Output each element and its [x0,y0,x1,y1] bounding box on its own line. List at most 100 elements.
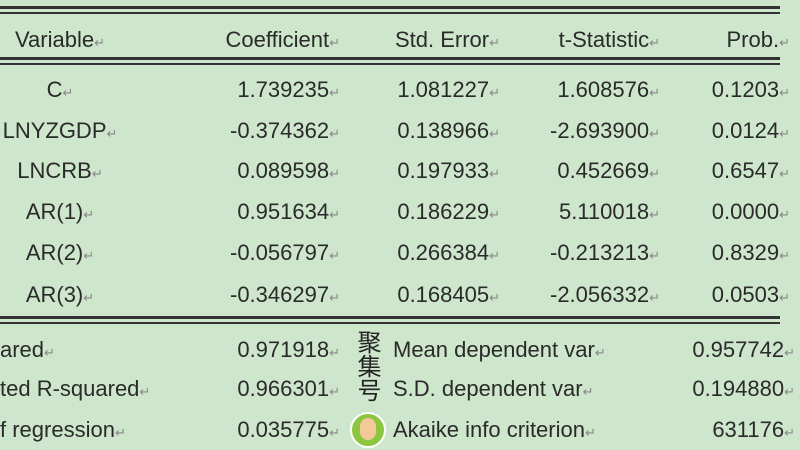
paragraph-mark: ↵ [94,35,105,50]
paragraph-mark: ↵ [489,290,500,305]
cell-variable-text: AR(2) [25,240,84,265]
cell-coefficient-text: 1.739235 [237,77,330,102]
paragraph-mark: ↵ [649,85,660,100]
header-t-statistic-text: t-Statistic [558,27,650,52]
cell-t-statistic: -2.693900↵ [500,117,660,148]
header-variable: Variable↵ [0,26,140,57]
cell-std-error-text: 0.197933 [397,158,490,183]
paragraph-mark: ↵ [329,35,340,50]
header-rule [0,57,780,65]
paragraph-mark: ↵ [784,345,795,360]
paragraph-mark: ↵ [329,166,340,181]
stat-label-2-text: S.D. dependent var [393,376,583,401]
paragraph-mark: ↵ [649,290,660,305]
cell-coefficient: 1.739235↵ [180,76,340,107]
watermark-logo [350,412,386,448]
cell-prob-text: 0.0000 [711,199,780,224]
stat-label: ared↵ [0,336,55,367]
cell-std-error: 1.081227↵ [340,76,500,107]
paragraph-mark: ↵ [779,85,790,100]
header-prob: Prob.↵ [640,26,791,57]
cell-t-statistic-text: 1.608576 [557,77,650,102]
paragraph-mark: ↵ [489,207,500,222]
header-coefficient-text: Coefficient [225,27,330,52]
cell-std-error: 0.138966↵ [340,117,500,148]
stat-value-text: 0.966301 [237,376,330,401]
header-t-statistic: t-Statistic↵ [500,26,660,57]
stat-label-2-text: Akaike info criterion [393,417,585,442]
cell-prob: 0.0503↵ [640,281,790,312]
paragraph-mark: ↵ [784,384,795,399]
cell-t-statistic-text: 0.452669 [557,158,650,183]
stat-value-text: 0.971918 [237,337,330,362]
paragraph-mark: ↵ [329,345,340,360]
cell-variable: AR(2)↵ [0,239,140,270]
paragraph-mark: ↵ [649,207,660,222]
stat-label-2: Mean dependent var↵ [393,336,606,367]
cell-prob: 0.0000↵ [640,198,790,229]
paragraph-mark: ↵ [784,425,795,440]
cell-coefficient-text: -0.056797 [230,240,330,265]
paragraph-mark: ↵ [489,35,500,50]
paragraph-mark: ↵ [91,166,103,181]
cell-prob: 0.8329↵ [640,239,790,270]
stat-label-2-text: Mean dependent var [393,337,595,362]
cell-t-statistic: -2.056332↵ [500,281,660,312]
stat-value-2: 0.957742↵ [640,336,795,367]
paragraph-mark: ↵ [114,425,126,440]
cell-std-error-text: 0.186229 [397,199,490,224]
paragraph-mark: ↵ [779,126,790,141]
cell-std-error-text: 0.138966 [397,118,490,143]
stat-value-2: 0.194880↵ [640,375,795,406]
cell-t-statistic-text: -2.056332 [550,282,650,307]
stat-value-2: 631176↵ [640,416,795,447]
stat-value-text: 0.035775 [237,417,330,442]
paragraph-mark: ↵ [489,85,500,100]
cell-prob: 0.6547↵ [640,157,790,188]
cell-t-statistic-text: -0.213213 [550,240,650,265]
cell-std-error: 0.197933↵ [340,157,500,188]
watermark-text: 聚集号 [353,330,381,402]
paragraph-mark: ↵ [779,290,790,305]
paragraph-mark: ↵ [106,126,118,141]
cell-coefficient-text: 0.089598 [237,158,330,183]
stat-label-text: ared [0,337,45,362]
paragraph-mark: ↵ [62,85,74,100]
cell-variable-text: LNCRB [17,158,92,183]
paragraph-mark: ↵ [139,384,151,399]
cell-variable-text: AR(1) [25,199,84,224]
cell-variable: AR(3)↵ [0,281,140,312]
stat-value: 0.035775↵ [180,416,340,447]
cell-coefficient: -0.346297↵ [180,281,340,312]
cell-coefficient: 0.951634↵ [180,198,340,229]
header-prob-text: Prob. [726,27,780,52]
paragraph-mark: ↵ [44,345,55,360]
cell-coefficient: -0.374362↵ [180,117,340,148]
paragraph-mark: ↵ [779,166,790,181]
cell-prob-text: 0.8329 [711,240,780,265]
paragraph-mark: ↵ [779,207,790,222]
header-std-error: Std. Error↵ [340,26,500,57]
stat-label-2: S.D. dependent var↵ [393,375,593,406]
paragraph-mark: ↵ [649,166,660,181]
paragraph-mark: ↵ [329,248,340,263]
paragraph-mark: ↵ [489,248,500,263]
cell-prob-text: 0.6547 [711,158,780,183]
stats-rule [0,316,780,324]
cell-variable: LNYZGDP↵ [0,117,140,148]
paragraph-mark: ↵ [329,207,340,222]
cell-t-statistic-text: 5.110018 [558,199,650,224]
cell-coefficient-text: 0.951634 [237,199,330,224]
cell-variable-text: C [46,77,63,102]
paragraph-mark: ↵ [83,248,95,263]
cell-variable: C↵ [0,76,140,107]
paragraph-mark: ↵ [83,207,95,222]
cell-t-statistic: 5.110018↵ [500,198,660,229]
cell-variable-text: LNYZGDP [2,118,107,143]
stat-label-2: Akaike info criterion↵ [393,416,596,447]
cell-t-statistic-text: -2.693900 [550,118,650,143]
cell-prob: 0.0124↵ [640,117,790,148]
stat-value: 0.971918↵ [180,336,340,367]
cell-coefficient: 0.089598↵ [180,157,340,188]
cell-t-statistic: 1.608576↵ [500,76,660,107]
